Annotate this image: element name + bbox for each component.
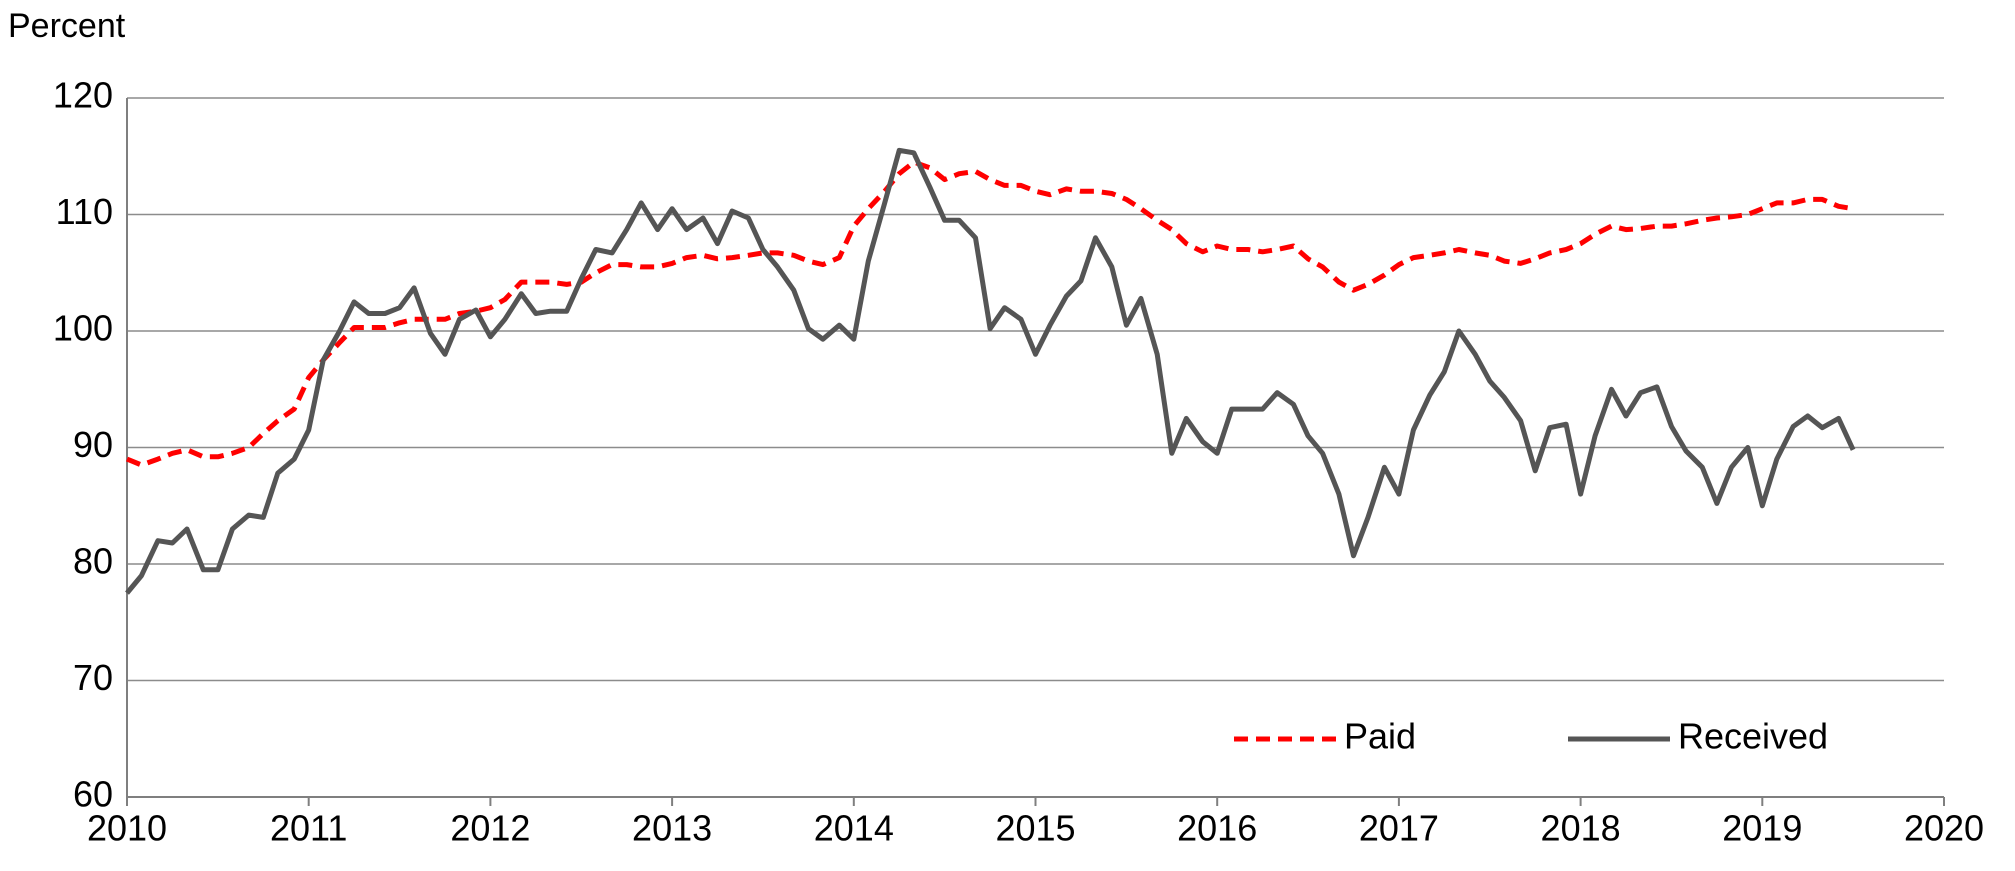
y-tick-label: 100 [53,308,113,349]
x-tick-label: 2011 [270,808,347,849]
series-line [126,159,1854,468]
x-tick-label: 2020 [1904,808,1984,849]
legend-label: Paid [1344,716,1416,757]
x-tick-label: 2018 [1541,808,1621,849]
x-tick-label: 2019 [1722,808,1802,849]
y-axis-label: Percent [8,7,126,45]
legend-label: Received [1678,716,1828,757]
y-tick-label: 60 [73,774,113,815]
series-line [125,147,1856,595]
y-tick-label: 80 [73,541,113,582]
x-tick-label: 2012 [450,808,530,849]
x-tick-label: 2010 [87,808,167,849]
y-tick-label: 70 [73,657,113,698]
y-tick-label: 110 [56,191,113,232]
x-tick-label: 2013 [632,808,712,849]
x-tick-label: 2015 [995,808,1075,849]
y-tick-label: 120 [53,75,113,116]
y-tick-label: 90 [73,424,113,465]
x-tick-label: 2014 [814,808,894,849]
x-tick-label: 2017 [1359,808,1439,849]
x-tick-label: 2016 [1177,808,1257,849]
